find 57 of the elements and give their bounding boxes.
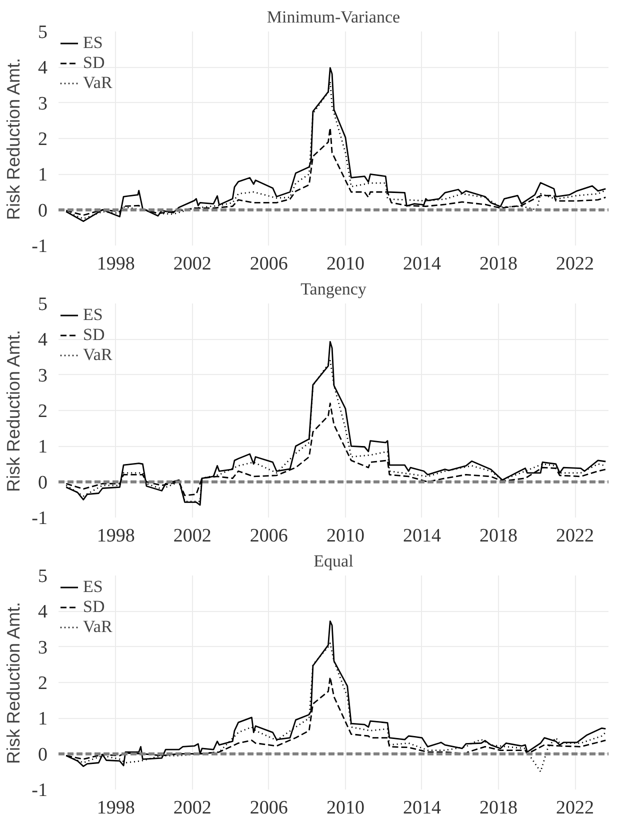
x-tick-label: 2002: [173, 526, 212, 546]
y-tick-label: 4: [38, 58, 48, 79]
y-tick-label: 3: [38, 637, 48, 658]
x-tick-label: 2018: [480, 798, 518, 818]
y-tick-label: 1: [38, 164, 48, 186]
y-tick-label: 4: [38, 330, 48, 351]
legend-label: SD: [83, 597, 105, 617]
chart-title: Tangency: [300, 280, 367, 298]
chart-title: Minimum-Variance: [266, 8, 400, 26]
x-tick-label: 2014: [402, 526, 442, 546]
y-tick-label: 2: [38, 401, 48, 422]
legend-label: ES: [83, 33, 103, 53]
y-tick-label: 1: [38, 436, 48, 458]
y-tick-label: 3: [38, 365, 48, 386]
legend-label: VaR: [83, 345, 112, 365]
legend-label: ES: [83, 305, 103, 325]
x-tick-label: 1998: [96, 526, 135, 546]
legend-label: VaR: [83, 617, 112, 637]
y-tick-label: 5: [38, 22, 48, 43]
chart-title: Equal: [314, 552, 354, 570]
y-tick-label: 2: [38, 129, 48, 150]
y-tick-label: 5: [38, 294, 48, 315]
x-tick-label: 2006: [250, 254, 288, 274]
x-tick-label: 2010: [326, 254, 364, 274]
x-tick-label: 2022: [556, 526, 594, 546]
legend-label: SD: [83, 325, 105, 345]
x-tick-label: 2014: [402, 254, 442, 274]
x-tick-label: 2022: [556, 254, 594, 274]
y-axis-title: Risk Reduction Amt.: [4, 58, 24, 220]
legend-label: VaR: [83, 73, 112, 93]
x-tick-label: 2010: [326, 798, 364, 818]
y-tick-label: 2: [38, 673, 48, 694]
legend-label: ES: [83, 577, 103, 597]
x-tick-label: 2018: [480, 254, 518, 274]
legend-label: SD: [83, 53, 105, 73]
y-tick-label: -1: [32, 780, 48, 801]
y-tick-label: -1: [32, 236, 48, 257]
x-tick-label: 2002: [173, 798, 212, 818]
x-tick-label: 1998: [96, 798, 135, 818]
y-tick-label: 4: [38, 602, 48, 623]
x-tick-label: 2006: [250, 526, 288, 546]
x-tick-label: 2014: [402, 798, 442, 818]
y-tick-label: 5: [38, 566, 48, 587]
x-tick-label: 2006: [250, 798, 288, 818]
y-tick-label: 0: [38, 200, 48, 222]
y-axis-title: Risk Reduction Amt.: [4, 330, 24, 492]
x-tick-label: 2018: [480, 526, 518, 546]
y-axis-title: Risk Reduction Amt.: [4, 602, 24, 764]
x-tick-label: 2010: [326, 526, 364, 546]
x-tick-label: 1998: [96, 254, 135, 274]
y-tick-label: 3: [38, 93, 48, 114]
y-tick-label: 0: [38, 472, 48, 494]
y-tick-label: 0: [38, 744, 48, 766]
y-tick-label: -1: [32, 508, 48, 529]
y-tick-label: 1: [38, 708, 48, 730]
x-tick-label: 2022: [556, 798, 594, 818]
x-tick-label: 2002: [173, 254, 212, 274]
